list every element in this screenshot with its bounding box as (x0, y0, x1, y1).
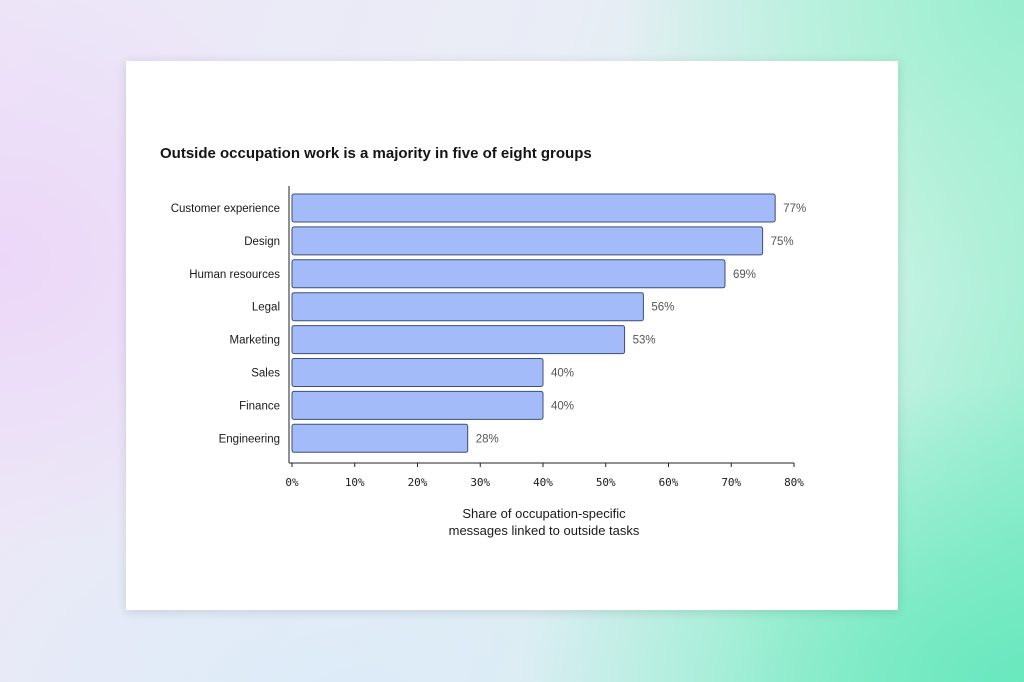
bar-chart: Customer experience 77% Design 75% Human res… (171, 186, 806, 538)
bar (291, 259, 726, 289)
category-label: Sales (251, 368, 280, 380)
x-axis-title: Share of occupation-specific (462, 506, 626, 521)
bar (291, 292, 644, 322)
x-tick-label: 40% (533, 476, 553, 489)
bar (291, 390, 544, 420)
category-label: Engineering (219, 433, 280, 445)
x-tick-label: 50% (596, 476, 616, 489)
x-tick-label: 60% (659, 476, 679, 489)
bar (291, 325, 626, 355)
chart-card: Outside occupation work is a majority in… (126, 61, 898, 610)
x-tick-label: 80% (784, 476, 804, 489)
bar-value-label: 77% (783, 203, 806, 215)
category-label: Legal (252, 302, 280, 314)
x-tick-label: 10% (345, 476, 365, 489)
bar-value-label: 40% (551, 368, 574, 380)
category-label: Design (244, 236, 280, 248)
bar-value-label: 28% (476, 433, 499, 445)
x-axis-title: messages linked to outside tasks (449, 523, 640, 538)
category-label: Finance (239, 400, 280, 412)
x-tick-label: 20% (408, 476, 428, 489)
bar-value-label: 75% (771, 236, 794, 248)
chart-title: Outside occupation work is a majority in… (160, 145, 592, 162)
x-tick-label: 70% (721, 476, 741, 489)
bar-value-label: 40% (551, 400, 574, 412)
bar (291, 358, 544, 387)
bar-value-label: 56% (651, 302, 674, 314)
category-label: Marketing (230, 335, 281, 347)
bar (291, 423, 469, 453)
bar (291, 193, 776, 223)
category-label: Customer experience (171, 203, 280, 215)
x-tick-label: 30% (470, 476, 490, 489)
bar-value-label: 53% (633, 335, 656, 347)
bar-value-label: 69% (733, 269, 756, 281)
x-tick-label: 0% (285, 476, 299, 489)
category-label: Human resources (189, 269, 280, 281)
bar (291, 226, 764, 256)
